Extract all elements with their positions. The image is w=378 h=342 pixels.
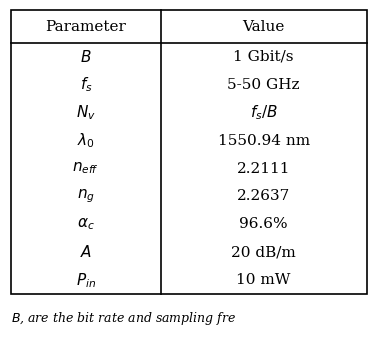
Text: Parameter: Parameter	[45, 19, 126, 34]
Text: $N_v$: $N_v$	[76, 103, 96, 122]
Text: 5-50 GHz: 5-50 GHz	[228, 78, 300, 92]
Text: $\alpha_c$: $\alpha_c$	[77, 216, 95, 232]
Text: $A$: $A$	[80, 244, 92, 260]
Text: Value: Value	[242, 19, 285, 34]
Text: 20 dB/m: 20 dB/m	[231, 245, 296, 259]
Text: 96.6%: 96.6%	[239, 217, 288, 231]
Text: 1 Gbit/s: 1 Gbit/s	[233, 50, 294, 64]
Text: 1550.94 nm: 1550.94 nm	[218, 134, 310, 148]
Text: $f_s/B$: $f_s/B$	[249, 103, 278, 122]
Text: 2.2111: 2.2111	[237, 161, 290, 175]
Bar	[11, 10, 367, 294]
Text: $f_s$: $f_s$	[80, 76, 92, 94]
Text: 2.2637: 2.2637	[237, 189, 290, 203]
Text: $n_{eff}$: $n_{eff}$	[73, 161, 99, 176]
Text: 10 mW: 10 mW	[236, 273, 291, 287]
Text: $\lambda_0$: $\lambda_0$	[77, 131, 95, 150]
Text: $B$, are the bit rate and sampling fre: $B$, are the bit rate and sampling fre	[11, 310, 237, 327]
Text: $B$: $B$	[80, 49, 92, 65]
Text: $P_{in}$: $P_{in}$	[76, 271, 96, 290]
Text: $n_g$: $n_g$	[77, 188, 95, 205]
